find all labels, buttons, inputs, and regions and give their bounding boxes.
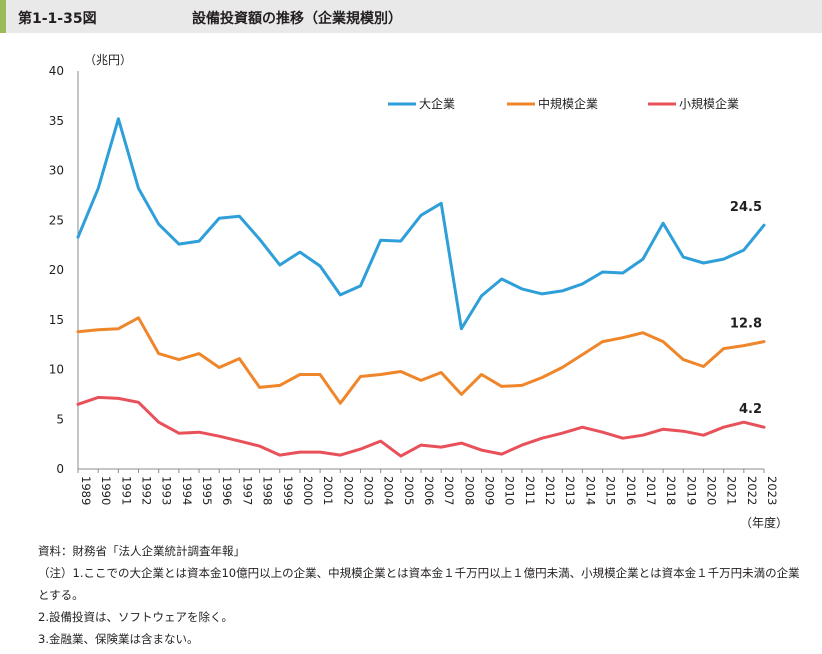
x-tick-label: 2019	[684, 476, 698, 505]
x-tick-label: 2013	[563, 476, 577, 505]
x-tick-label: 1994	[180, 476, 194, 505]
series-line-3	[76, 395, 766, 458]
x-tick-label: 1989	[79, 476, 93, 505]
x-tick-label: 2018	[664, 476, 678, 505]
header-accent-bar	[0, 0, 6, 33]
series-end-label-1: 24.5	[730, 200, 762, 215]
x-tick-label: 1993	[160, 476, 174, 505]
legend-label-2: 中規模企業	[538, 96, 598, 111]
x-tick-label: 1991	[119, 476, 133, 505]
x-tick-label: 2010	[503, 476, 517, 505]
x-tick-label: 2012	[543, 476, 557, 505]
line-chart: 0 5 10 15 20 25 30 35 40 1989 1990 1991 1992 1993 1994…	[49, 53, 788, 530]
note-3: 3.金融業、保険業は含まない。	[38, 632, 199, 646]
y-tick-label: 20	[49, 263, 64, 277]
chart-legend: 大企業 中規模企業 小規模企業	[388, 96, 739, 111]
x-tick-label: 2014	[583, 476, 597, 505]
x-tick-label: 1992	[140, 476, 154, 505]
legend-label-3: 小規模企業	[679, 96, 739, 111]
note-1: （注）1.ここでの大企業とは資本金10億円以上の企業、中規模企業とは資本金１千万…	[38, 566, 800, 602]
figure-title: 設備投資額の推移（企業規模別）	[192, 11, 402, 27]
x-tick-label: 2003	[361, 476, 375, 505]
x-tick-label: 2016	[624, 476, 638, 505]
legend-label-1: 大企業	[419, 96, 455, 111]
y-tick-label: 35	[49, 114, 64, 128]
x-tick-label: 2002	[341, 476, 355, 505]
y-tick-label: 25	[49, 213, 64, 227]
series-line-1	[76, 117, 766, 331]
x-tick-label: 1995	[200, 476, 214, 505]
x-tick-label: 2001	[321, 476, 335, 505]
y-tick-label: 15	[49, 313, 64, 327]
x-tick-label: 2004	[382, 476, 396, 505]
y-tick-label: 30	[49, 164, 64, 178]
source-note: 資料：財務省「法人企業統計調査年報」	[38, 544, 245, 558]
figure-header: 第1-1-35図 設備投資額の推移（企業規模別）	[0, 0, 822, 33]
x-tick-label: 2021	[725, 476, 739, 505]
y-tick-label: 5	[56, 412, 64, 426]
y-axis-label: （兆円）	[84, 53, 132, 67]
x-tick-label: 2007	[442, 476, 456, 505]
x-tick-label: 1996	[220, 476, 234, 505]
x-tick-label: 2023	[765, 476, 779, 505]
notes-block: 資料：財務省「法人企業統計調査年報」 （注）1.ここでの大企業とは資本金10億円…	[38, 540, 808, 650]
x-tick-label: 2006	[422, 476, 436, 505]
series-end-label-3: 4.2	[739, 402, 762, 417]
chart-series: 24.5 12.8 4.2	[76, 117, 766, 458]
y-tick-label: 40	[49, 64, 64, 78]
x-tick-label: 2005	[402, 476, 416, 505]
figure-label: 第1-1-35図	[18, 11, 97, 27]
y-tick-label: 0	[56, 462, 64, 476]
x-tick-label: 2000	[301, 476, 315, 505]
x-tick-label: 2017	[644, 476, 658, 505]
x-tick-label: 2015	[604, 476, 618, 505]
x-tick-label: 1999	[281, 476, 295, 505]
x-tick-label: 1997	[240, 476, 254, 505]
series-line-2	[76, 316, 766, 405]
series-end-label-2: 12.8	[730, 317, 762, 332]
x-tick-label: 2011	[523, 476, 537, 505]
x-axis-label: （年度）	[740, 515, 788, 530]
chart-axes: 0 5 10 15 20 25 30 35 40 1989 1990 1991 1992 1993 1994…	[49, 64, 779, 505]
x-tick-label: 2009	[483, 476, 497, 505]
x-tick-label: 2022	[745, 476, 759, 505]
y-tick-label: 10	[49, 363, 64, 377]
x-tick-label: 2008	[462, 476, 476, 505]
x-tick-label: 2020	[704, 476, 718, 505]
x-tick-label: 1998	[261, 476, 275, 505]
x-tick-label: 1990	[99, 476, 113, 505]
note-2: 2.設備投資は、ソフトウェアを除く。	[38, 610, 233, 624]
